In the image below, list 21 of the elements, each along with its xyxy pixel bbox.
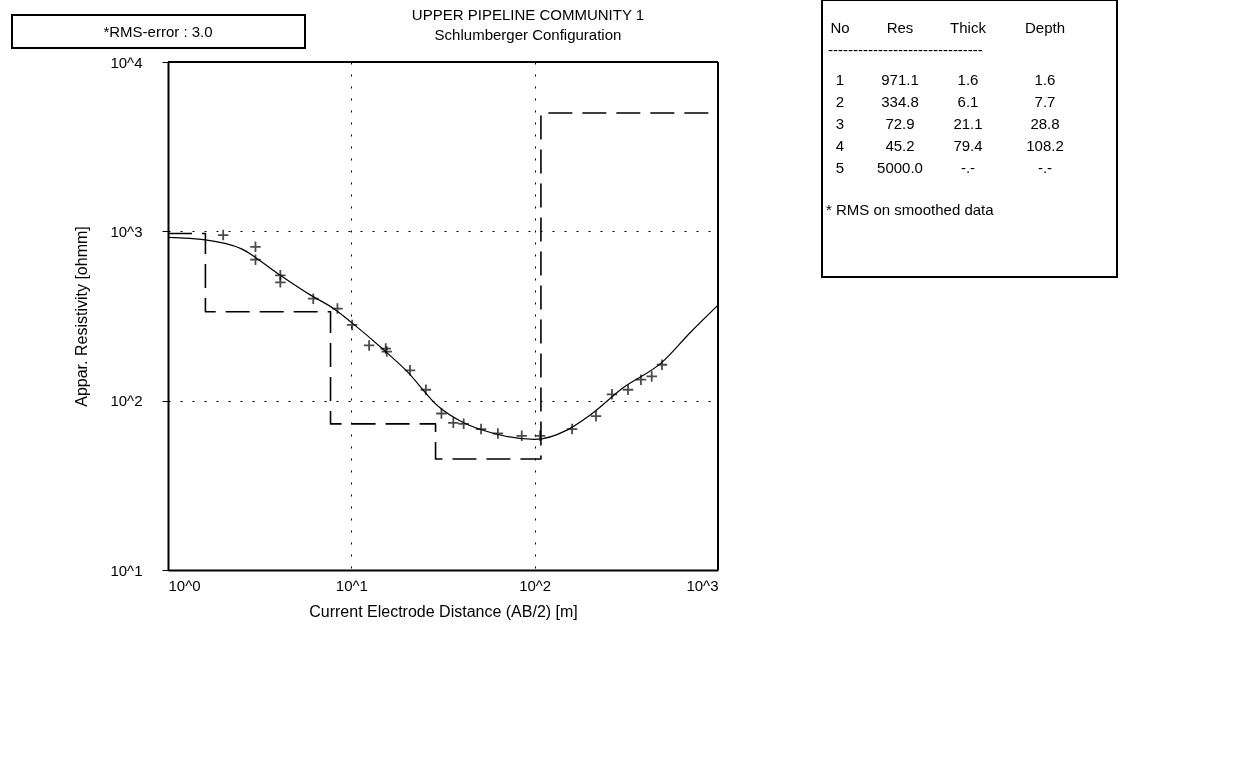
y-tick-label: 10^2 (110, 392, 143, 410)
x-tick-label: 10^0 (168, 576, 201, 594)
text: 2 334.8 6.1 7.7 (835, 93, 1056, 110)
x-axis-title: Current Electrode Distance (AB/2) [m] (309, 602, 578, 620)
chart-subtitle: Schlumberger Configuration (434, 26, 622, 43)
text: *RMS-error : 3.0 (103, 23, 213, 40)
text: ------------------------------- (828, 41, 983, 58)
text: * RMS on smoothed data (826, 201, 995, 218)
x-tick-label: 10^3 (686, 576, 719, 594)
text: 4 45.2 79.4 108.2 (835, 137, 1064, 154)
text: 3 72.9 21.1 28.8 (835, 115, 1060, 132)
y-tick-label: 10^4 (110, 53, 143, 71)
x-tick-label: 10^1 (335, 576, 368, 594)
y-axis-title: Appar. Resistivity [ohmm] (73, 226, 91, 407)
chart-title: UPPER PIPELINE COMMUNITY 1 (411, 6, 645, 23)
text: 1 971.1 1.6 1.6 (835, 71, 1056, 88)
text: 5 5000.0 -.- -.- (835, 159, 1053, 176)
y-tick-label: 10^1 (110, 561, 143, 579)
y-tick-label: 10^3 (110, 222, 143, 240)
text: No Res Thick Depth (830, 19, 1066, 36)
x-tick-label: 10^2 (519, 576, 552, 594)
